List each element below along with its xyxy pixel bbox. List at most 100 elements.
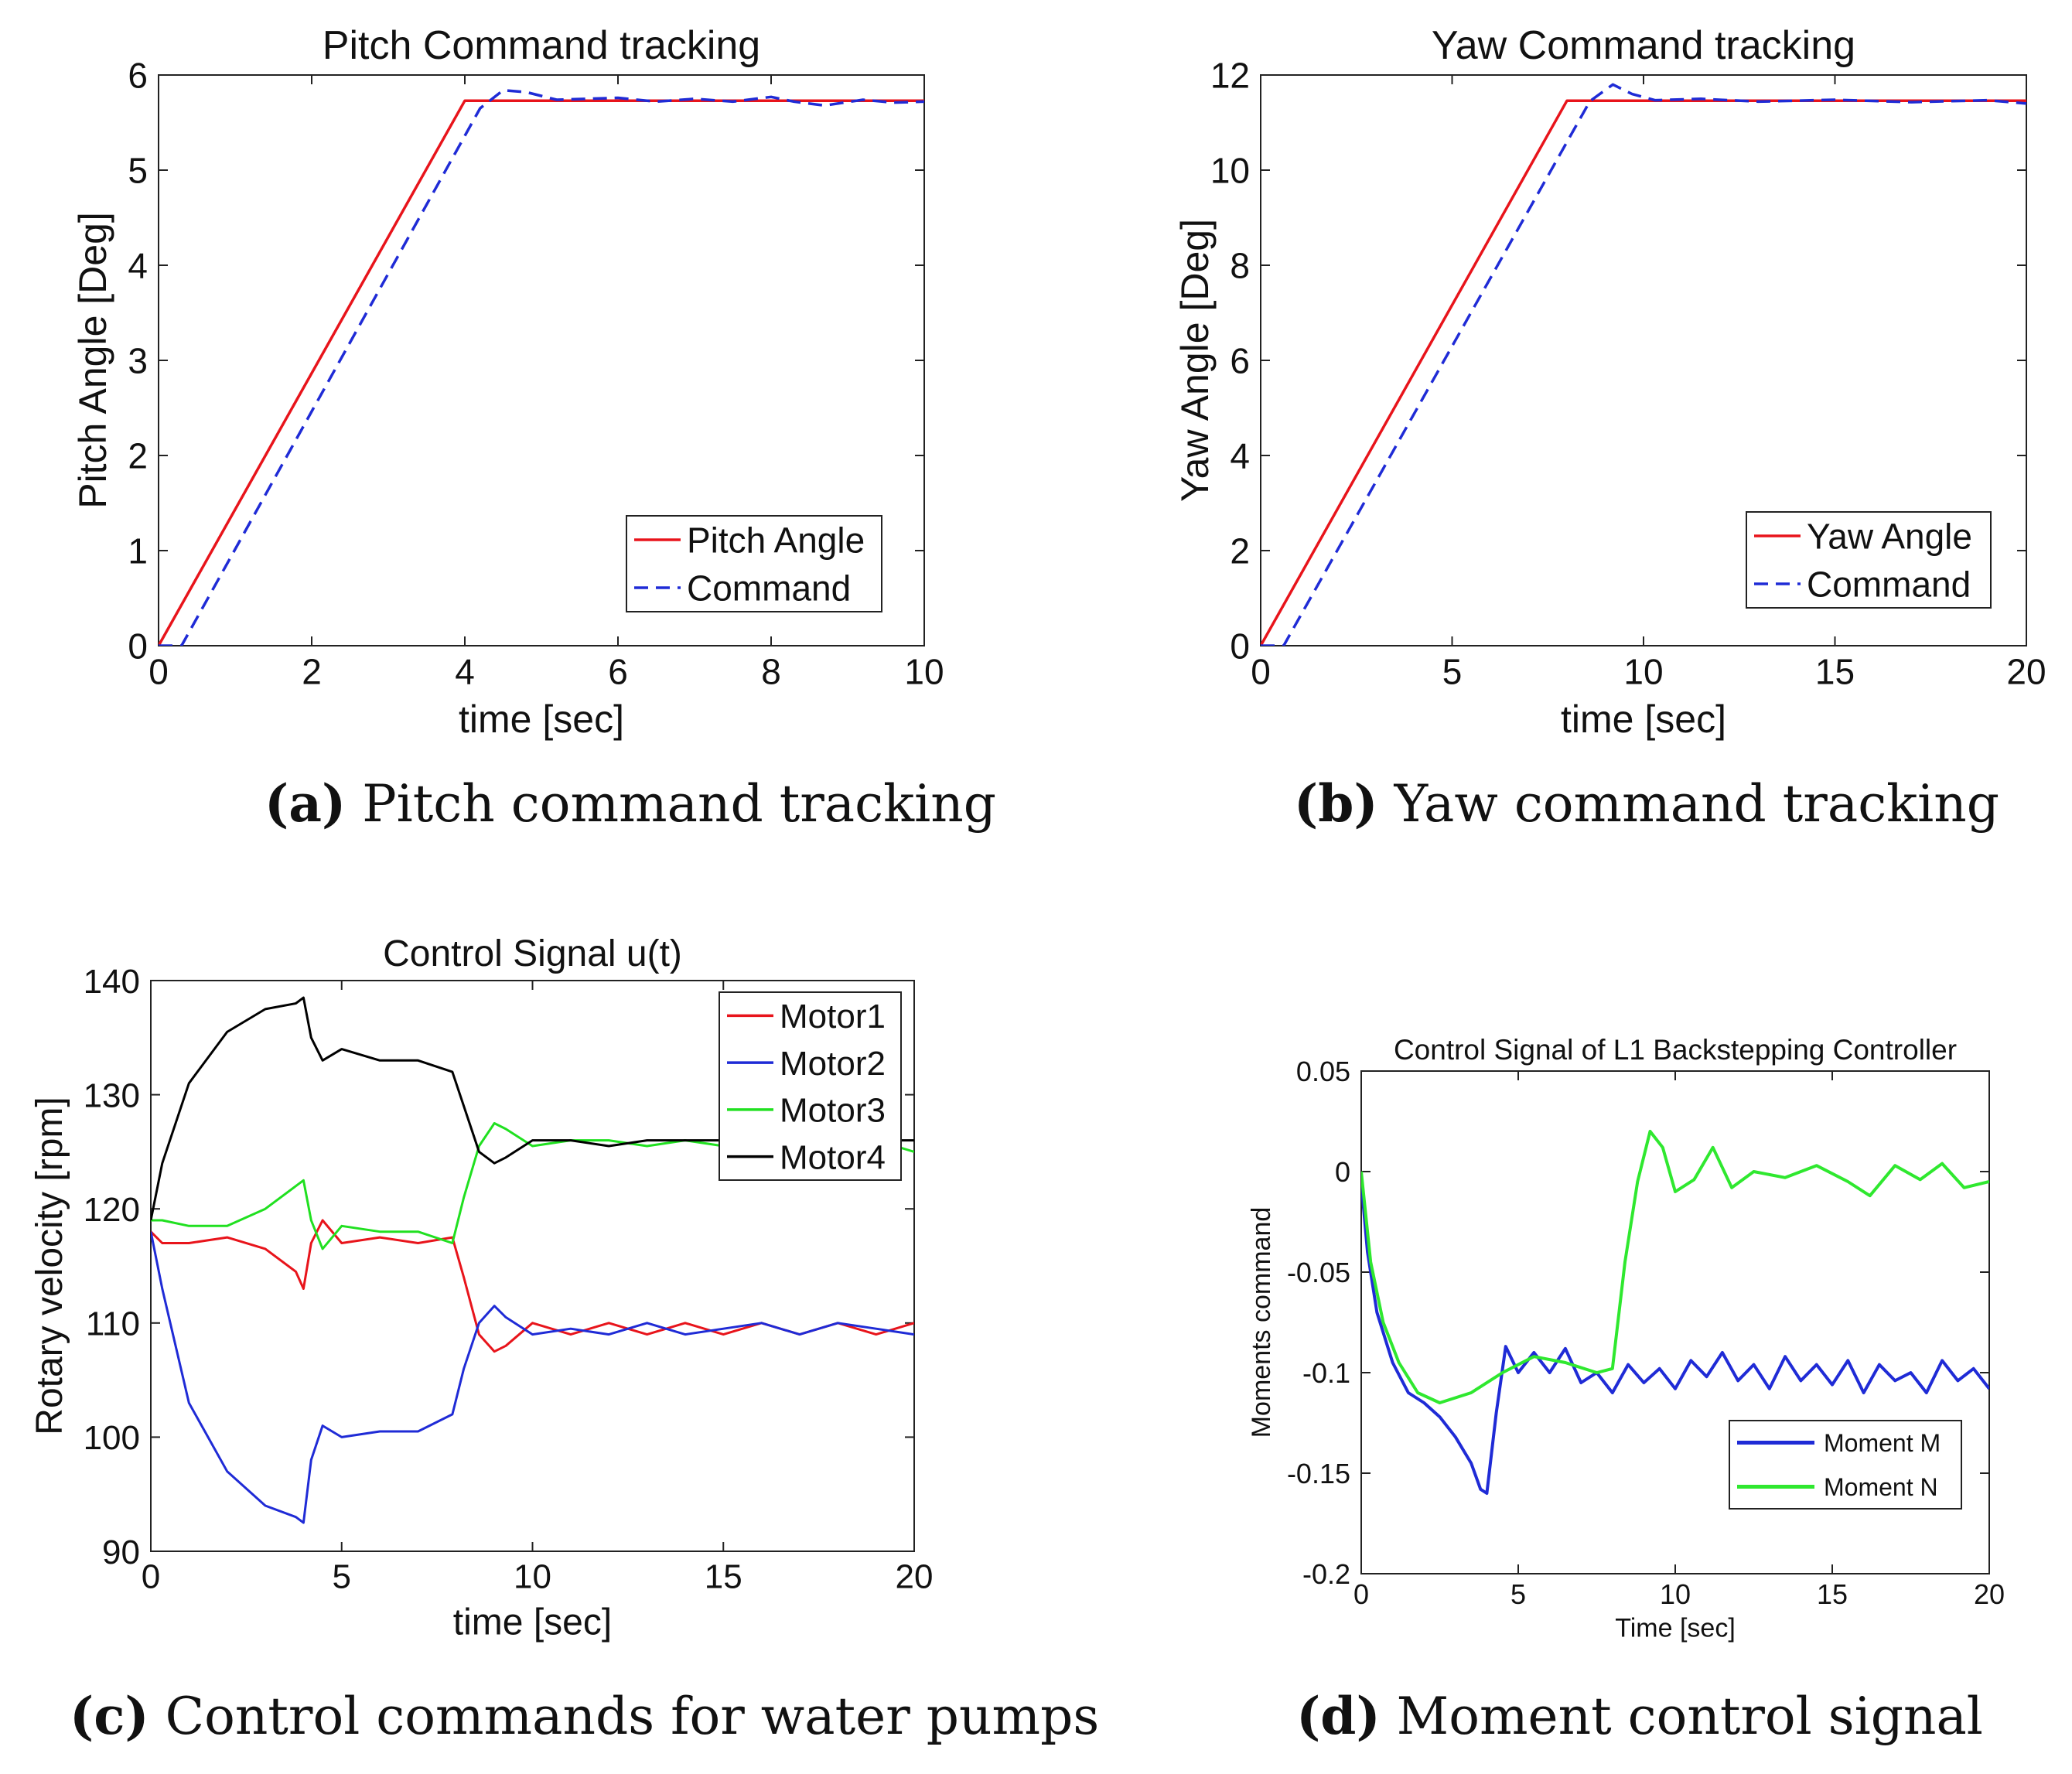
x-tick-label-c: 10 [514, 1558, 551, 1596]
legend-label-a-1: Command [687, 568, 851, 609]
y-tick-label-b: 12 [1210, 56, 1250, 96]
legend-c: Motor1 Motor2 Motor3 Motor4 [719, 991, 902, 1181]
x-tick-label-c: 20 [896, 1558, 934, 1596]
x-tick-label-d: 0 [1353, 1578, 1369, 1610]
legend-box-b [1746, 511, 1992, 609]
chart-title-d: Control Signal of L1 Backstepping Contro… [1394, 1034, 1957, 1066]
x-tick-label-b: 15 [1815, 652, 1855, 692]
chart-title-b: Yaw Command tracking [1432, 23, 1855, 68]
y-tick-label-a: 3 [128, 341, 148, 381]
legend-d: Moment M Moment N [1729, 1420, 1962, 1510]
legend-label-c-2: Motor3 [780, 1092, 886, 1130]
x-tick-label-b: 5 [1442, 652, 1463, 692]
y-tick-label-c: 110 [86, 1305, 140, 1343]
x-tick-label-b: 20 [2006, 652, 2046, 692]
caption-c: (c) Control commands for water pumps [70, 1686, 1099, 1746]
legend-box-a [626, 515, 882, 612]
series-line-a-1 [159, 88, 924, 646]
x-tick-label-a: 10 [904, 652, 944, 692]
y-tick-label-b: 2 [1230, 531, 1250, 571]
caption-b-label: (b) [1293, 773, 1378, 834]
legend-label-d-0: Moment M [1824, 1429, 1941, 1457]
y-tick-label-b: 0 [1230, 626, 1250, 667]
x-tick-label-d: 15 [1817, 1578, 1848, 1610]
x-tick-label-d: 10 [1660, 1578, 1691, 1610]
y-tick-label-d: 0.05 [1296, 1056, 1350, 1087]
legend-label-b-0: Yaw Angle [1807, 517, 1972, 557]
x-tick-label-b: 0 [1251, 652, 1271, 692]
caption-a-text: Pitch command tracking [362, 774, 996, 834]
y-tick-label-c: 130 [84, 1076, 140, 1114]
series-line-a-0 [159, 99, 924, 646]
y-tick-label-a: 5 [128, 151, 148, 191]
x-tick-label-a: 6 [608, 652, 628, 692]
caption-b-text: Yaw command tracking [1394, 774, 2000, 834]
series-line-c-0 [151, 1219, 914, 1353]
y-tick-label-a: 2 [128, 436, 148, 476]
legend-a: Pitch Angle Command [626, 515, 882, 612]
legend-label-c-0: Motor1 [780, 998, 886, 1035]
caption-a: (a) Pitch command tracking [166, 773, 1094, 834]
x-tick-label-a: 2 [302, 652, 322, 692]
y-axis-label-d: Moments command [1247, 1207, 1276, 1438]
y-tick-label-b: 10 [1210, 151, 1250, 191]
y-tick-label-a: 4 [128, 246, 148, 286]
y-axis-label-b: Yaw Angle [Deg] [1173, 219, 1217, 502]
legend-box-d [1729, 1420, 1962, 1510]
x-tick-label-a: 8 [761, 652, 781, 692]
y-tick-label-d: -0.15 [1287, 1458, 1350, 1489]
y-tick-label-d: -0.2 [1302, 1558, 1350, 1590]
series-line-b-1 [1261, 83, 2026, 646]
y-axis-label-a: Pitch Angle [Deg] [71, 212, 114, 509]
x-tick-label-c: 0 [142, 1558, 160, 1596]
chart-d: 0 5 10 15 20 -0.2 -0.15 -0.1 -0.05 0 0.05 Control S… [1247, 1034, 2005, 1643]
x-tick-label-c: 15 [705, 1558, 742, 1596]
y-tick-label-c: 120 [84, 1191, 140, 1229]
y-tick-label-d: 0 [1335, 1156, 1350, 1188]
x-tick-label-a: 0 [148, 652, 169, 692]
caption-d-label: (d) [1296, 1686, 1381, 1746]
y-tick-label-a: 1 [128, 531, 148, 571]
caption-a-label: (a) [265, 773, 346, 834]
y-tick-label-d: -0.05 [1287, 1257, 1350, 1288]
x-tick-label-d: 5 [1510, 1578, 1526, 1610]
x-axis-label-b: time [sec] [1561, 698, 1726, 741]
x-tick-label-d: 20 [1974, 1578, 2005, 1610]
caption-d: (d) Moment control signal [1176, 1686, 2072, 1746]
y-tick-label-b: 8 [1230, 246, 1250, 286]
x-axis-label-a: time [sec] [459, 698, 624, 741]
series-line-d-1 [1361, 1130, 1989, 1404]
caption-c-text: Control commands for water pumps [165, 1687, 1100, 1746]
x-axis-label-d: Time [sec] [1615, 1613, 1736, 1643]
legend-label-c-1: Motor2 [780, 1045, 886, 1083]
chart-title-a: Pitch Command tracking [323, 23, 760, 68]
legend-label-c-3: Motor4 [780, 1138, 886, 1176]
y-tick-label-d: -0.1 [1302, 1357, 1350, 1389]
chart-a: 0 2 4 6 8 10 0 1 2 3 4 5 6 Pitch Command tracking time… [71, 23, 944, 741]
series-line-d-0 [1361, 1181, 1989, 1495]
y-tick-label-b: 6 [1230, 341, 1250, 381]
x-axis-label-c: time [sec] [453, 1602, 612, 1643]
series-line-c-1 [151, 1231, 914, 1524]
legend-b: Yaw Angle Command [1746, 511, 1992, 609]
x-tick-label-c: 5 [333, 1558, 351, 1596]
x-tick-label-a: 4 [455, 652, 475, 692]
caption-c-label: (c) [70, 1686, 149, 1746]
y-tick-label-c: 90 [102, 1533, 140, 1571]
legend-label-b-1: Command [1807, 565, 1971, 605]
legend-label-d-1: Moment N [1824, 1473, 1938, 1501]
chart-b: 0 5 10 15 20 0 2 4 6 8 10 12 Yaw Command tracking tim… [1173, 23, 2046, 741]
y-tick-label-c: 140 [84, 963, 140, 1001]
y-tick-label-b: 4 [1230, 436, 1250, 476]
y-axis-label-c: Rotary velocity [rpm] [29, 1097, 70, 1435]
chart-title-c: Control Signal u(t) [383, 933, 682, 974]
y-tick-label-c: 100 [84, 1419, 140, 1457]
legend-label-a-0: Pitch Angle [687, 520, 865, 561]
chart-c: 0 5 10 15 20 90 100 110 120 130 140 Control Signal … [29, 933, 933, 1643]
legend-box-c [719, 991, 902, 1181]
y-tick-label-a: 6 [128, 56, 148, 96]
caption-d-text: Moment control signal [1396, 1687, 1983, 1746]
x-tick-label-b: 10 [1623, 652, 1663, 692]
